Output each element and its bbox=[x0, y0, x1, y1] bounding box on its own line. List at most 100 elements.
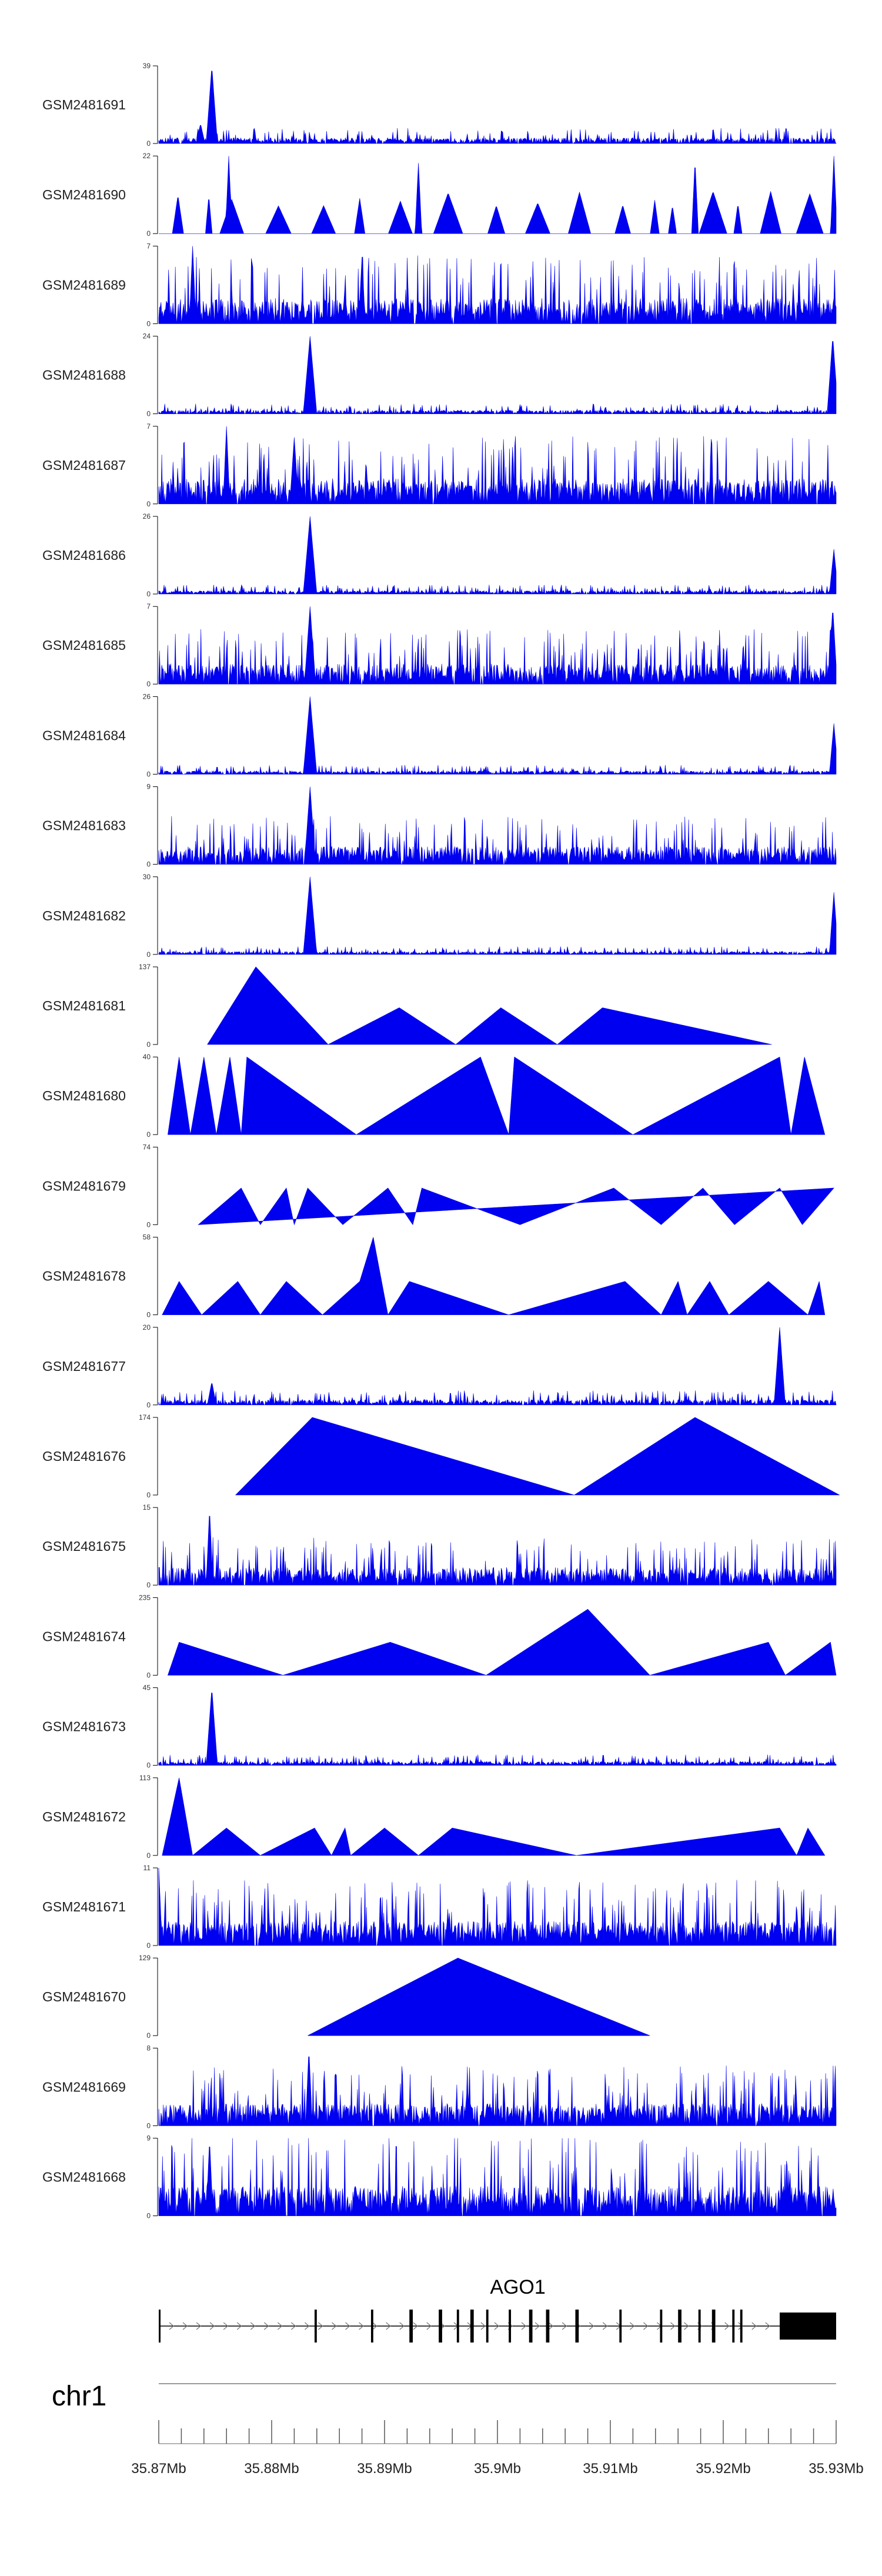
track-GSM2481685: GSM2481685 7 0 bbox=[42, 602, 837, 688]
y-max-label: 7 bbox=[146, 242, 151, 250]
track-label: GSM2481673 bbox=[42, 1719, 126, 1734]
strand-chevron bbox=[724, 2322, 730, 2330]
y-max-label: 45 bbox=[143, 1684, 151, 1692]
x-tick-label: 35.89Mb bbox=[357, 2461, 412, 2477]
y-zero-label: 0 bbox=[146, 2121, 151, 2130]
y-max-label: 9 bbox=[146, 783, 151, 791]
y-max-label: 137 bbox=[139, 963, 151, 971]
gene-model bbox=[159, 2310, 836, 2343]
signal-area bbox=[158, 876, 837, 955]
y-max-label: 235 bbox=[139, 1593, 151, 1601]
y-zero-label: 0 bbox=[146, 1401, 151, 1409]
strand-chevron bbox=[494, 2322, 499, 2330]
exon bbox=[456, 2310, 459, 2343]
track-label: GSM2481682 bbox=[42, 908, 126, 923]
strand-chevron bbox=[548, 2322, 554, 2330]
y-zero-label: 0 bbox=[146, 950, 151, 959]
y-zero-label: 0 bbox=[146, 1671, 151, 1679]
strand-chevron bbox=[196, 2322, 202, 2330]
y-max-label: 24 bbox=[143, 332, 151, 341]
track-label: GSM2481690 bbox=[42, 187, 126, 202]
strand-chevron bbox=[602, 2322, 608, 2330]
y-max-label: 26 bbox=[143, 692, 151, 700]
track-GSM2481670: GSM2481670 129 0 bbox=[42, 1954, 650, 2040]
x-tick-label: 35.93Mb bbox=[808, 2461, 863, 2477]
strand-chevron bbox=[332, 2322, 337, 2330]
exon bbox=[619, 2310, 622, 2343]
x-tick-label: 35.9Mb bbox=[474, 2461, 521, 2477]
track-label: GSM2481685 bbox=[42, 638, 126, 653]
signal-area bbox=[158, 1516, 837, 1586]
y-max-label: 15 bbox=[143, 1503, 151, 1511]
x-tick-label: 35.92Mb bbox=[696, 2461, 750, 2477]
strand-chevron bbox=[765, 2322, 770, 2330]
exon bbox=[740, 2310, 743, 2343]
signal-area bbox=[158, 1327, 837, 1406]
y-max-label: 74 bbox=[143, 1143, 151, 1151]
track-GSM2481674: GSM2481674 235 0 bbox=[42, 1593, 837, 1679]
strand-chevron bbox=[372, 2322, 377, 2330]
track-label: GSM2481691 bbox=[42, 97, 126, 112]
strand-chevron bbox=[480, 2322, 486, 2330]
track-GSM2481671: GSM2481671 11 0 bbox=[42, 1864, 837, 1950]
strand-chevron bbox=[684, 2322, 689, 2330]
x-tick-label: 35.88Mb bbox=[244, 2461, 299, 2477]
track-GSM2481691: GSM2481691 39 0 bbox=[42, 62, 837, 148]
strand-chevron bbox=[223, 2322, 229, 2330]
signal-area bbox=[158, 2056, 837, 2126]
y-zero-label: 0 bbox=[146, 229, 151, 238]
strand-chevron bbox=[589, 2322, 594, 2330]
track-label: GSM2481688 bbox=[42, 368, 126, 383]
track-GSM2481668: GSM2481668 9 0 bbox=[42, 2134, 837, 2220]
track-GSM2481677: GSM2481677 20 0 bbox=[42, 1323, 837, 1409]
strand-chevron bbox=[236, 2322, 242, 2330]
y-max-label: 39 bbox=[143, 62, 151, 70]
exon bbox=[314, 2310, 317, 2343]
track-GSM2481672: GSM2481672 113 0 bbox=[42, 1774, 826, 1860]
track-label: GSM2481669 bbox=[42, 2079, 126, 2094]
track-GSM2481690: GSM2481690 22 0 bbox=[42, 152, 837, 238]
y-zero-label: 0 bbox=[146, 1851, 151, 1860]
track-label: GSM2481676 bbox=[42, 1449, 126, 1464]
strand-chevron bbox=[521, 2322, 527, 2330]
exon bbox=[370, 2310, 373, 2343]
y-zero-label: 0 bbox=[146, 1761, 151, 1770]
track-GSM2481688: GSM2481688 24 0 bbox=[42, 332, 837, 418]
y-max-label: 22 bbox=[143, 152, 151, 160]
track-label: GSM2481679 bbox=[42, 1178, 126, 1193]
track-label: GSM2481681 bbox=[42, 998, 126, 1013]
signal-area bbox=[158, 516, 837, 595]
y-max-label: 40 bbox=[143, 1053, 151, 1061]
strand-chevron bbox=[263, 2322, 269, 2330]
exon bbox=[732, 2310, 735, 2343]
strand-chevron bbox=[670, 2322, 676, 2330]
signal-area bbox=[235, 1417, 840, 1496]
signal-area bbox=[158, 71, 837, 145]
gene-label: AGO1 bbox=[490, 2276, 545, 2298]
signal-area bbox=[198, 1187, 834, 1226]
signal-area bbox=[162, 1237, 826, 1316]
signal-area bbox=[158, 606, 837, 685]
exon bbox=[439, 2310, 442, 2343]
track-GSM2481683: GSM2481683 9 0 bbox=[42, 783, 837, 869]
chromosome-label: chr1 bbox=[52, 2381, 106, 2412]
track-label: GSM2481668 bbox=[42, 2170, 126, 2185]
exon bbox=[698, 2310, 701, 2343]
signal-area bbox=[159, 156, 837, 234]
y-zero-label: 0 bbox=[146, 860, 151, 869]
signal-area bbox=[158, 696, 837, 775]
track-GSM2481684: GSM2481684 26 0 bbox=[42, 692, 837, 778]
y-zero-label: 0 bbox=[146, 770, 151, 778]
y-zero-label: 0 bbox=[146, 500, 151, 508]
y-max-label: 9 bbox=[146, 2134, 151, 2143]
signal-area bbox=[158, 426, 837, 505]
track-label: GSM2481684 bbox=[42, 728, 126, 743]
y-zero-label: 0 bbox=[146, 319, 151, 328]
signal-tracks: GSM2481691390GSM2481690220GSM248168970GS… bbox=[42, 62, 840, 2220]
signal-area bbox=[308, 1957, 650, 2036]
exon bbox=[711, 2310, 716, 2343]
track-label: GSM2481670 bbox=[42, 1989, 126, 2004]
exon bbox=[486, 2310, 489, 2343]
genomic-axis: chr1 35.87Mb 35.88Mb 35.89Mb 35.9Mb 35.91Mb 3… bbox=[52, 2381, 864, 2477]
y-zero-label: 0 bbox=[146, 2031, 151, 2040]
